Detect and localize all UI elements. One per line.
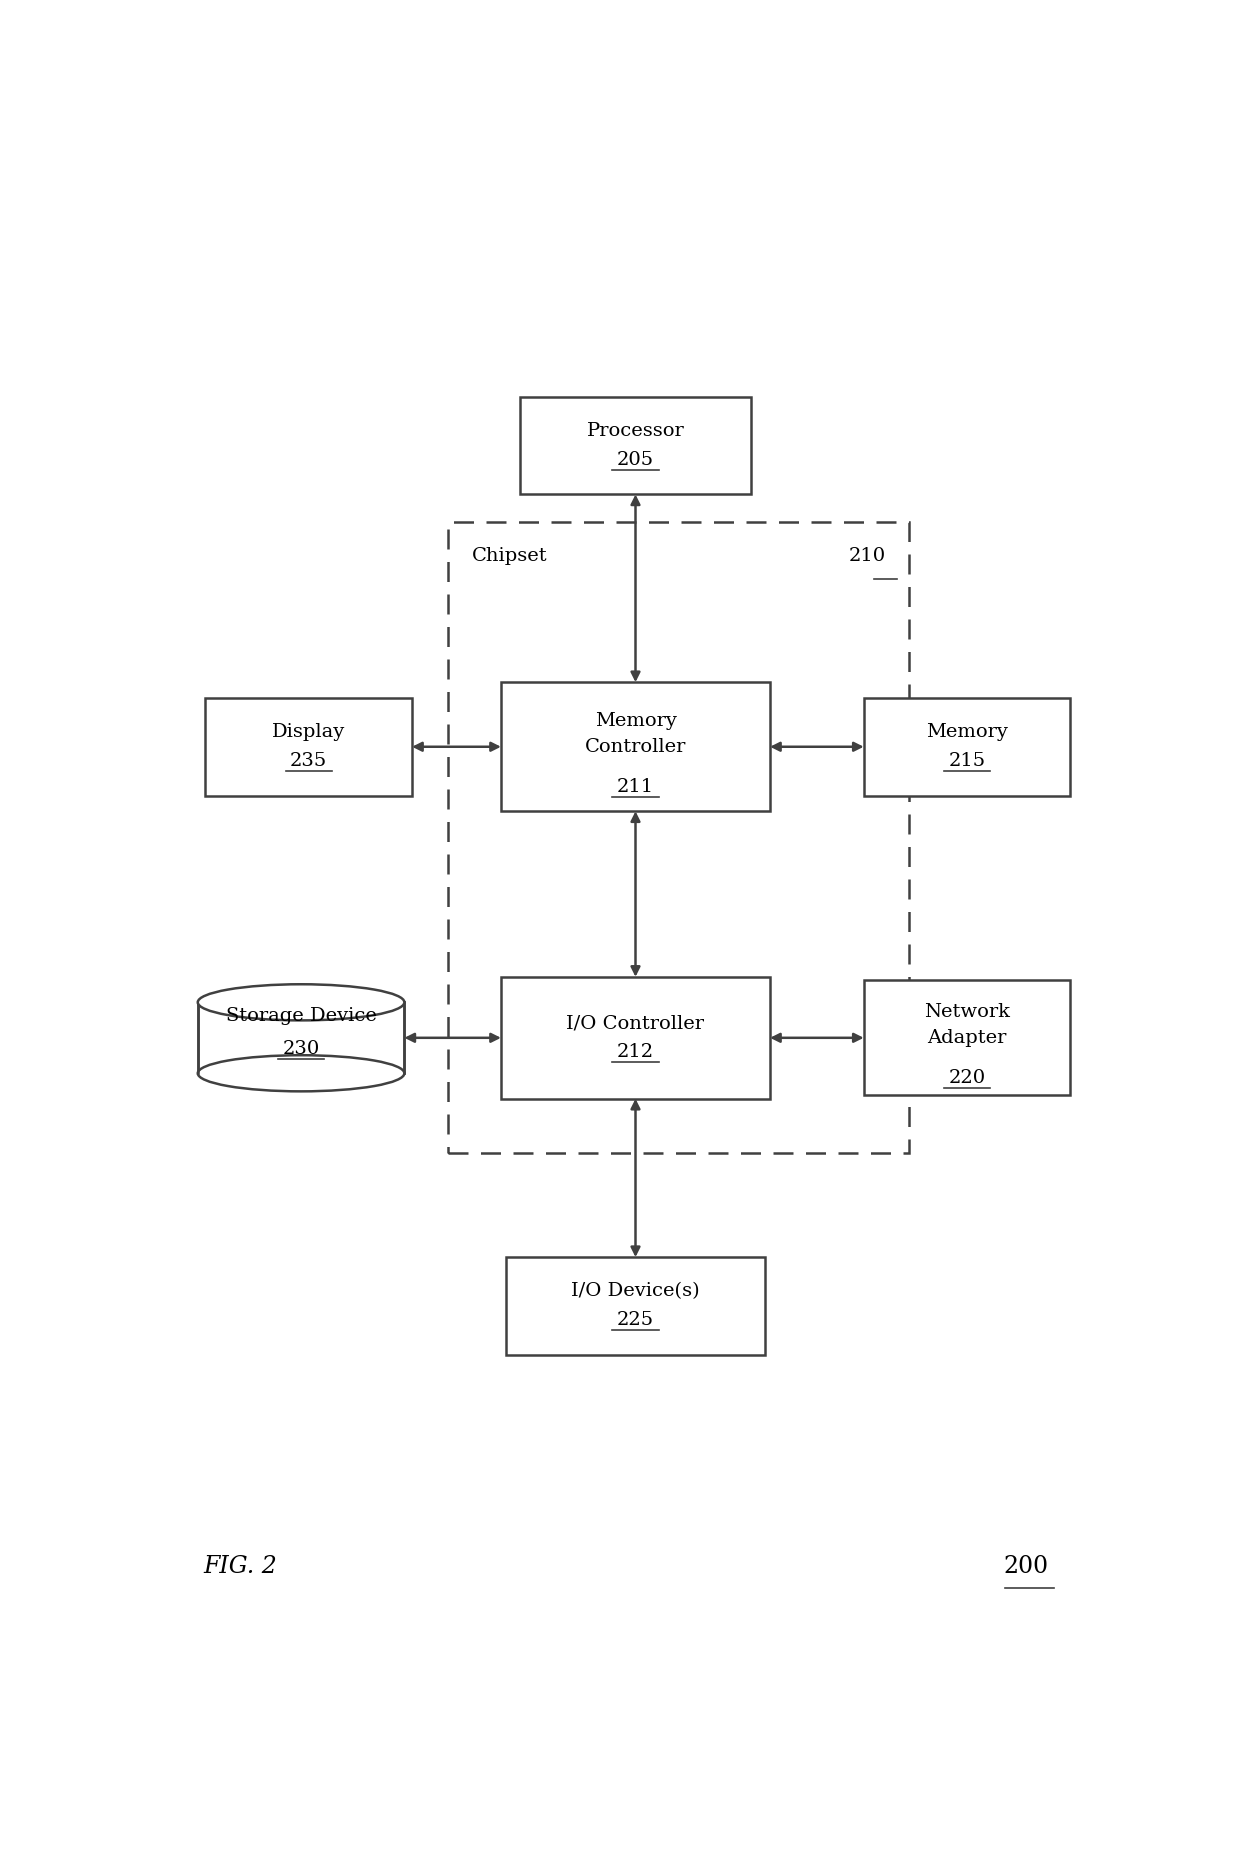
FancyArrowPatch shape [631, 1102, 640, 1255]
Text: 230: 230 [283, 1041, 320, 1058]
Text: 215: 215 [949, 752, 986, 771]
Bar [197, 1002, 404, 1073]
Bar [206, 698, 412, 795]
Text: Memory: Memory [594, 711, 677, 730]
Text: 225: 225 [618, 1311, 653, 1329]
Bar [521, 397, 751, 495]
Text: 211: 211 [618, 778, 653, 795]
Text: 205: 205 [618, 451, 653, 469]
Text: 200: 200 [1003, 1555, 1049, 1579]
FancyArrowPatch shape [773, 743, 861, 750]
Text: Controller: Controller [585, 737, 686, 756]
FancyArrowPatch shape [415, 743, 498, 750]
Text: Processor: Processor [587, 423, 684, 439]
FancyArrowPatch shape [631, 497, 640, 680]
Text: 235: 235 [290, 752, 327, 771]
Bar [864, 698, 1070, 795]
Text: FIG. 2: FIG. 2 [203, 1555, 277, 1579]
Bar [448, 521, 909, 1153]
Text: I/O Device(s): I/O Device(s) [572, 1283, 699, 1300]
Text: I/O Controller: I/O Controller [567, 1015, 704, 1032]
Text: Adapter: Adapter [928, 1030, 1007, 1046]
Text: Network: Network [924, 1004, 1011, 1020]
Ellipse shape [197, 1056, 404, 1091]
Text: 210: 210 [848, 547, 885, 566]
Text: 212: 212 [618, 1043, 653, 1061]
Text: 220: 220 [949, 1069, 986, 1087]
Text: Storage Device: Storage Device [226, 1007, 377, 1026]
FancyArrowPatch shape [407, 1033, 498, 1041]
Text: Memory: Memory [926, 724, 1008, 741]
Text: Display: Display [272, 724, 346, 741]
Bar [864, 981, 1070, 1095]
Bar [501, 681, 770, 812]
Bar [501, 978, 770, 1099]
FancyArrowPatch shape [773, 1033, 861, 1041]
Bar [506, 1257, 765, 1356]
FancyArrowPatch shape [631, 814, 640, 974]
Text: Chipset: Chipset [472, 547, 548, 566]
Ellipse shape [197, 985, 404, 1020]
